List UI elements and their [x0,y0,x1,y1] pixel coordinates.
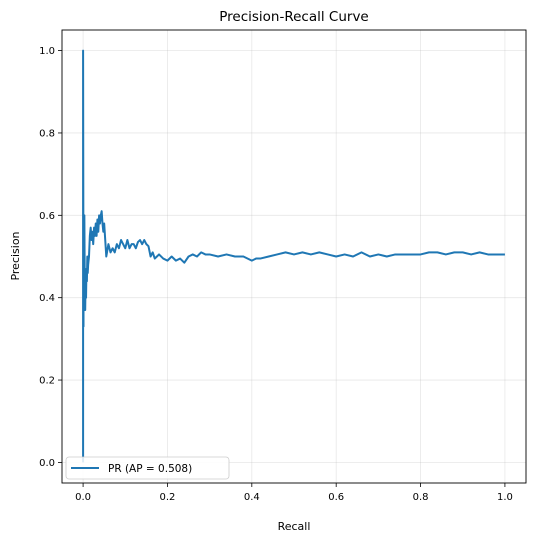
x-tick-label: 0.2 [160,492,176,503]
x-tick-label: 0.8 [413,492,429,503]
y-tick-label: 0.0 [39,458,55,469]
chart-title: Precision-Recall Curve [219,9,369,25]
legend-box [65,456,230,480]
plot-frame [61,29,527,484]
x-tick-label: 0.4 [244,492,260,503]
y-tick-label: 1.0 [39,46,55,57]
x-axis-title: Recall [278,520,311,533]
grid [62,30,526,483]
x-tick-label: 0.0 [75,492,91,503]
series-layer [82,49,505,463]
legend: PR (AP = 0.508) [65,456,230,480]
x-tick-label: 1.0 [497,492,513,503]
y-tick-label: 0.6 [39,211,55,222]
y-axis-title: Precision [9,231,22,280]
pr-curve-line [82,49,505,463]
y-tick-label: 0.2 [39,376,55,387]
x-tick-label: 0.6 [328,492,344,503]
legend-label: PR (AP = 0.508) [108,463,192,475]
y-tick-label: 0.4 [39,293,55,304]
ticks: 0.0 0.2 0.4 0.6 0.8 1.0 0.0 0.2 0.4 0.6 0.8 1.0 [39,46,513,503]
y-tick-label: 0.8 [39,128,55,139]
